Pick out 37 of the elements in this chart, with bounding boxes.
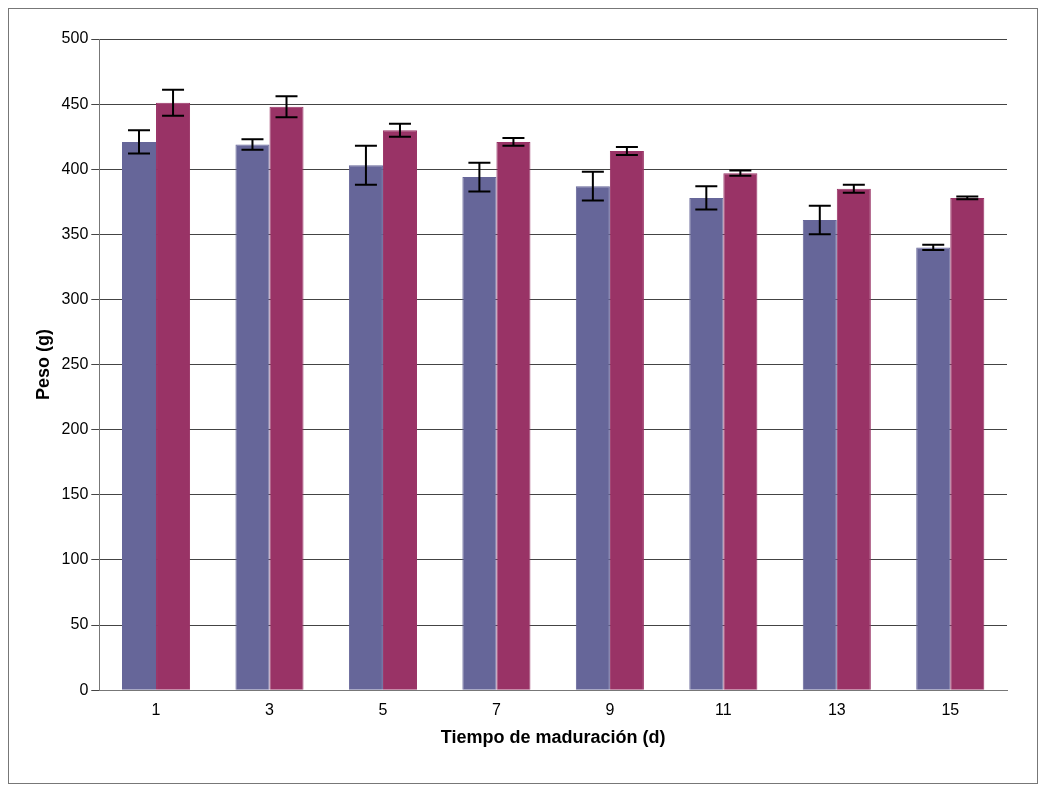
x-tick-label: 5 [378,701,388,719]
x-tick-label: 1 [151,701,161,719]
y-tick-label: 200 [61,420,89,438]
y-tick-label: 250 [61,355,89,373]
bar [382,130,417,690]
bar [689,197,724,690]
bar [235,144,270,690]
bar [575,186,610,690]
x-axis-title: Tiempo de maduración (d) [440,727,666,748]
y-axis-title: Peso (g) [32,329,53,401]
bar [156,102,191,690]
bar [916,247,951,690]
y-tick-label: 100 [61,550,89,568]
x-tick-label: 3 [265,701,275,719]
bar [723,173,758,690]
x-tick-label: 7 [491,701,501,719]
x-tick-label: 15 [941,701,960,719]
y-tick-label: 350 [61,224,89,242]
y-tick-label: 0 [79,680,89,698]
bar [121,141,157,690]
y-tick-label: 400 [61,159,89,177]
bar [950,197,985,690]
y-tick-label: 150 [61,485,89,503]
y-tick-label: 50 [70,615,89,633]
bar [269,106,304,690]
x-tick-label: 11 [715,701,732,719]
y-tick-label: 450 [61,94,89,112]
x-tick-label: 9 [605,701,615,719]
y-tick-label: 500 [61,29,89,47]
bar [462,177,497,690]
y-tick-label: 300 [61,289,89,307]
bar [802,220,837,690]
bar [836,188,871,690]
bar [348,165,383,690]
bar [496,141,531,690]
x-tick-label: 13 [827,701,846,719]
bar [609,151,644,690]
